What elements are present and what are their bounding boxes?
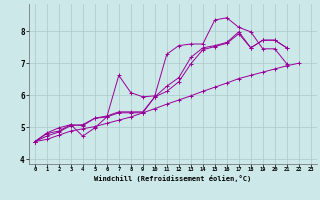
X-axis label: Windchill (Refroidissement éolien,°C): Windchill (Refroidissement éolien,°C) <box>94 175 252 182</box>
